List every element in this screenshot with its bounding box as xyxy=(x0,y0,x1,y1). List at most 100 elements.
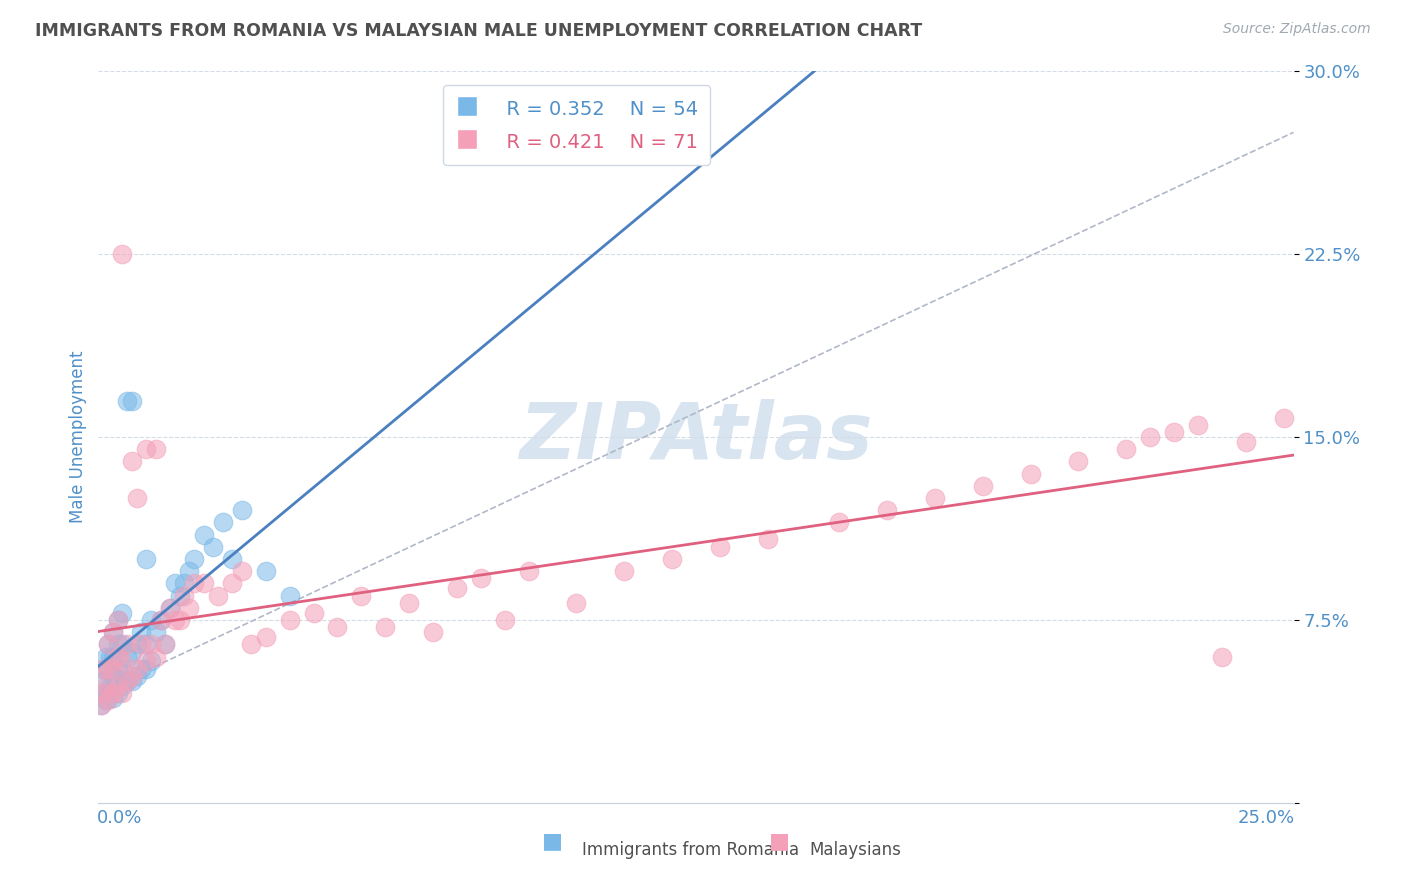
Text: 25.0%: 25.0% xyxy=(1237,809,1295,827)
Point xyxy=(101,686,124,700)
Point xyxy=(145,442,167,457)
Point xyxy=(1234,434,1257,449)
Point xyxy=(1067,454,1090,468)
Point xyxy=(135,654,157,668)
Point xyxy=(613,564,636,578)
Text: IMMIGRANTS FROM ROMANIA VS MALAYSIAN MALE UNEMPLOYMENT CORRELATION CHART: IMMIGRANTS FROM ROMANIA VS MALAYSIAN MAL… xyxy=(35,22,922,40)
Point xyxy=(111,637,134,651)
Point xyxy=(107,649,129,664)
Point xyxy=(193,576,215,591)
Point xyxy=(149,613,172,627)
Point xyxy=(828,516,851,530)
Point xyxy=(107,679,129,693)
Point xyxy=(179,564,201,578)
Text: Immigrants from Romania: Immigrants from Romania xyxy=(582,841,800,859)
Point xyxy=(115,673,138,688)
Point xyxy=(107,662,129,676)
Y-axis label: Male Unemployment: Male Unemployment xyxy=(69,351,87,524)
Point xyxy=(155,637,177,651)
Point xyxy=(107,613,129,627)
Point xyxy=(661,552,683,566)
Point xyxy=(163,613,186,627)
Point xyxy=(107,686,129,700)
Point xyxy=(111,679,134,693)
Point xyxy=(398,596,420,610)
Point xyxy=(131,662,153,676)
Text: ■: ■ xyxy=(769,830,790,851)
Point xyxy=(446,581,468,595)
Point xyxy=(121,393,143,408)
Point xyxy=(135,442,157,457)
Text: Source: ZipAtlas.com: Source: ZipAtlas.com xyxy=(1223,22,1371,37)
Point xyxy=(135,662,157,676)
Point xyxy=(240,637,263,651)
Point xyxy=(135,552,157,566)
Point xyxy=(90,698,112,713)
Text: ZIPAtlas: ZIPAtlas xyxy=(519,399,873,475)
Point xyxy=(101,649,124,664)
Point xyxy=(173,576,195,591)
Point xyxy=(115,637,138,651)
Point xyxy=(254,564,277,578)
Point xyxy=(1115,442,1137,457)
Point xyxy=(111,662,134,676)
Point xyxy=(107,637,129,651)
Point xyxy=(1139,430,1161,444)
Point xyxy=(111,686,134,700)
Point xyxy=(1019,467,1042,481)
Point xyxy=(278,613,301,627)
Point xyxy=(97,693,120,707)
Point xyxy=(111,606,134,620)
Point xyxy=(98,649,122,664)
Point xyxy=(97,662,120,676)
Point xyxy=(139,637,162,651)
Point xyxy=(159,600,181,615)
Point xyxy=(1187,417,1209,432)
Point xyxy=(135,637,157,651)
Point xyxy=(183,576,205,591)
Text: 0.0%: 0.0% xyxy=(97,809,142,827)
Point xyxy=(97,637,120,651)
Point xyxy=(125,662,148,676)
Point xyxy=(101,669,124,683)
Point xyxy=(709,540,731,554)
Point xyxy=(121,454,143,468)
Point xyxy=(350,589,373,603)
Legend:   R = 0.352    N = 54,   R = 0.421    N = 71: R = 0.352 N = 54, R = 0.421 N = 71 xyxy=(443,85,710,165)
Point xyxy=(94,649,117,664)
Point xyxy=(422,625,444,640)
Point xyxy=(221,552,243,566)
Point xyxy=(125,637,148,651)
Point xyxy=(111,247,134,261)
Point xyxy=(139,613,162,627)
Point xyxy=(121,669,143,683)
Point xyxy=(326,620,349,634)
Point xyxy=(202,540,225,554)
Point xyxy=(149,613,172,627)
Point xyxy=(163,576,186,591)
Point xyxy=(302,606,325,620)
Text: Malaysians: Malaysians xyxy=(810,841,901,859)
Point xyxy=(94,679,117,693)
Point xyxy=(97,686,120,700)
Point xyxy=(876,503,898,517)
Point xyxy=(159,600,181,615)
Point xyxy=(121,645,143,659)
Point xyxy=(1272,410,1295,425)
Point xyxy=(254,630,277,644)
Point xyxy=(94,693,117,707)
Point xyxy=(125,491,148,505)
Point xyxy=(924,491,946,505)
Point xyxy=(517,564,540,578)
Point xyxy=(131,637,153,651)
Point xyxy=(97,637,120,651)
Point xyxy=(231,564,253,578)
Point xyxy=(155,637,177,651)
Point xyxy=(169,613,191,627)
Point xyxy=(101,625,124,640)
Point xyxy=(101,662,124,676)
Point xyxy=(179,600,201,615)
Point xyxy=(101,690,124,705)
Point xyxy=(193,527,215,541)
Point xyxy=(972,479,994,493)
